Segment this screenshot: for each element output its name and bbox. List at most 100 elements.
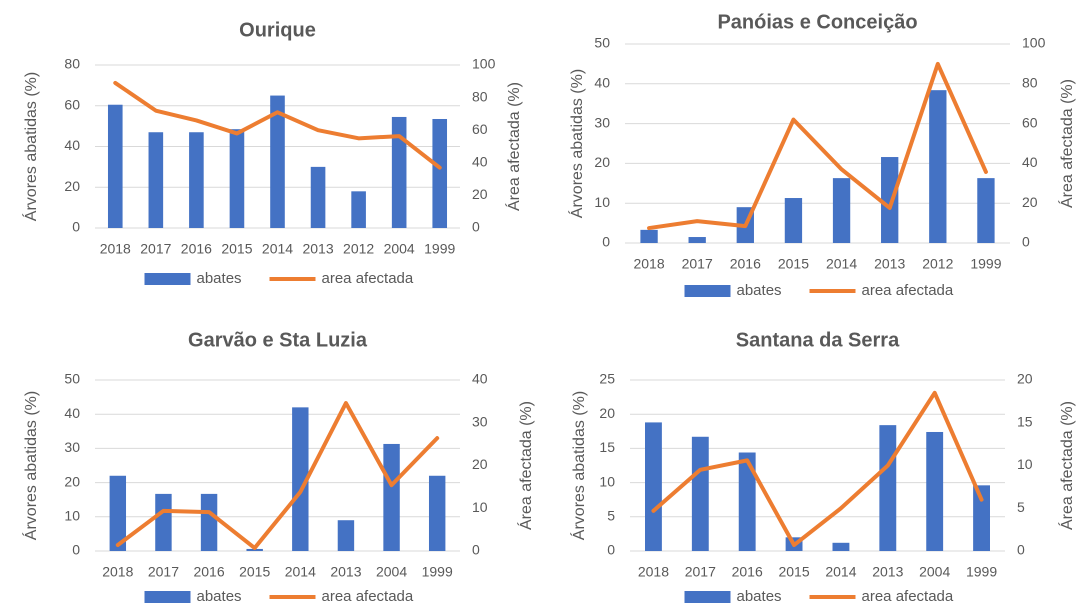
x-tick-label: 2004: [919, 564, 950, 580]
y-tick-label: 10: [64, 508, 80, 524]
y2-tick-label: 10: [472, 499, 488, 515]
y-tick-label: 10: [599, 473, 615, 489]
bar: [351, 191, 366, 228]
bar: [391, 116, 407, 228]
y-tick-label: 80: [64, 56, 80, 72]
x-tick-label: 2015: [778, 564, 809, 580]
bar: [832, 542, 850, 551]
x-tick-label: 2015: [221, 241, 252, 257]
legend-label: area afectada: [862, 588, 954, 605]
x-tick-label: 2013: [302, 241, 333, 257]
bar: [337, 520, 355, 551]
legend-swatch: [144, 273, 191, 285]
bar: [977, 178, 995, 243]
y-tick-label: 20: [64, 178, 80, 194]
bar: [155, 493, 172, 551]
y-tick-label: 20: [599, 405, 615, 421]
x-tick-label: 2017: [685, 564, 716, 580]
y2-tick-label: 80: [1022, 75, 1038, 91]
bar: [645, 422, 662, 551]
y-tick-label: 30: [594, 114, 610, 130]
legend-label: abates: [197, 270, 242, 287]
bar: [691, 436, 709, 551]
x-tick-label: 1999: [424, 241, 455, 257]
y-tick-label: 50: [594, 35, 610, 51]
y2-tick-label: 20: [472, 456, 488, 472]
line: [113, 80, 442, 170]
x-tick-label: 1999: [966, 564, 997, 580]
y2-tick-label: 40: [1022, 154, 1038, 170]
x-tick-label: 2018: [638, 564, 669, 580]
bar: [929, 90, 947, 243]
y-tick-label: 30: [64, 439, 80, 455]
bar: [973, 485, 990, 551]
y-tick-label: 25: [599, 371, 615, 387]
bar: [270, 95, 285, 228]
chart-title: Panóias e Conceição: [717, 11, 917, 33]
x-tick-label: 2014: [285, 564, 316, 580]
x-tick-label: 2004: [384, 241, 415, 257]
y-tick-label: 40: [594, 75, 610, 91]
bar: [200, 493, 218, 551]
x-tick-label: 2016: [730, 256, 761, 272]
x-tick-label: 2015: [239, 564, 270, 580]
y2-tick-label: 60: [472, 121, 488, 137]
x-tick-label: 2012: [343, 241, 374, 257]
bar: [310, 166, 326, 228]
y-tick-label: 40: [64, 405, 80, 421]
x-tick-label: 2014: [826, 256, 857, 272]
x-tick-label: 1999: [970, 256, 1001, 272]
x-tick-label: 2017: [140, 241, 171, 257]
y2-tick-label: 15: [1017, 413, 1033, 429]
bar: [688, 237, 706, 243]
x-tick-label: 2013: [874, 256, 905, 272]
y2-tick-label: 60: [1022, 114, 1038, 130]
bar: [148, 132, 164, 228]
line: [651, 390, 984, 548]
y-tick-label: 0: [72, 542, 80, 558]
y2-axis-title: Área afectada (%): [1057, 79, 1076, 208]
x-tick-label: 2013: [872, 564, 903, 580]
y2-tick-label: 0: [472, 542, 480, 558]
y2-tick-label: 0: [1017, 542, 1025, 558]
y2-tick-label: 10: [1017, 456, 1033, 472]
x-tick-label: 2012: [922, 256, 953, 272]
y-tick-label: 40: [64, 137, 80, 153]
y2-tick-label: 20: [1017, 371, 1033, 387]
y2-axis-title: Área afectada (%): [1057, 401, 1076, 530]
bar: [881, 157, 899, 243]
bar: [738, 452, 756, 551]
y-axis-title: Árvores abatidas (%): [567, 69, 586, 218]
bar: [926, 431, 944, 551]
x-tick-label: 2014: [825, 564, 856, 580]
x-tick-label: 2018: [102, 564, 133, 580]
x-tick-label: 2013: [330, 564, 361, 580]
legend-swatch: [684, 591, 731, 603]
chart-title: Garvão e Sta Luzia: [188, 329, 368, 351]
y2-tick-label: 20: [1022, 194, 1038, 210]
y2-tick-label: 40: [472, 371, 488, 387]
y-tick-label: 0: [607, 542, 615, 558]
bar: [229, 129, 245, 228]
line: [115, 401, 440, 551]
x-tick-label: 2017: [148, 564, 179, 580]
y2-tick-label: 0: [1022, 234, 1030, 250]
y-tick-label: 5: [607, 508, 615, 524]
legend-label: abates: [737, 282, 782, 299]
x-tick-label: 2017: [682, 256, 713, 272]
legend-swatch: [144, 591, 191, 603]
y-tick-label: 0: [72, 219, 80, 235]
x-tick-label: 2014: [262, 241, 293, 257]
y-tick-label: 50: [64, 371, 80, 387]
chart-title: Ourique: [239, 19, 316, 41]
y2-axis-title: Área afectada (%): [516, 401, 535, 530]
x-tick-label: 2016: [181, 241, 212, 257]
x-tick-label: 2016: [193, 564, 224, 580]
bar: [784, 198, 803, 243]
y2-tick-label: 40: [472, 154, 488, 170]
chart-title: Santana da Serra: [736, 329, 900, 351]
bar: [428, 475, 446, 551]
x-tick-label: 2015: [778, 256, 809, 272]
y2-tick-label: 100: [472, 56, 496, 72]
